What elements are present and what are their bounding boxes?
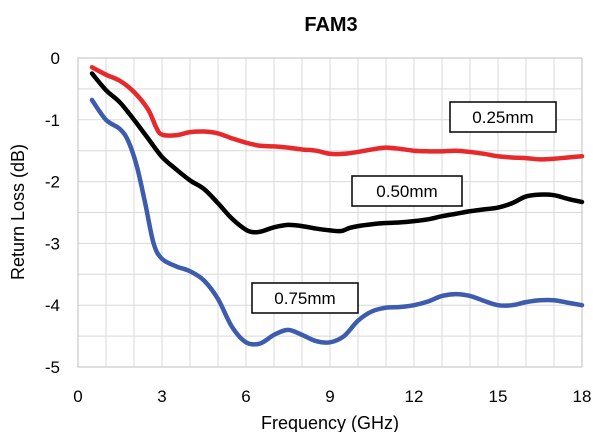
x-axis-label: Frequency (GHz) [261,413,399,432]
series-lines [89,65,585,347]
y-tick-label: -5 [45,358,60,377]
x-tick-labels: 0 3 6 9 12 15 18 [73,387,591,406]
chart-title: FAM3 [304,14,357,36]
y-tick-label: 0 [51,49,60,68]
y-axis-label: Return Loss (dB) [8,144,28,280]
legend-label-0.50mm: 0.50mm [351,175,463,207]
series-line-0.50mm [89,71,585,235]
x-tick-label: 6 [241,387,250,406]
y-tick-label: -3 [45,234,60,253]
series-label-075: 0.75mm [274,289,335,308]
x-tick-label: 12 [405,387,424,406]
y-tick-label: -4 [45,296,60,315]
series-label-025: 0.25mm [472,108,533,127]
legend-label-0.25mm: 0.25mm [449,101,557,133]
y-tick-label: -1 [45,111,60,130]
x-tick-label: 0 [73,387,82,406]
y-tick-label: -2 [45,173,60,192]
legend-label-0.75mm: 0.75mm [251,282,359,314]
plot-frame [77,57,583,368]
x-tick-label: 18 [573,387,592,406]
x-tick-label: 15 [489,387,508,406]
series-label-050: 0.50mm [376,182,437,201]
x-tick-label: 9 [325,387,334,406]
x-tick-label: 3 [157,387,166,406]
y-tick-labels: 0 -1 -2 -3 -4 -5 [45,49,60,377]
series-line-0.25mm [89,65,585,162]
series-line-0.75mm [89,97,585,347]
